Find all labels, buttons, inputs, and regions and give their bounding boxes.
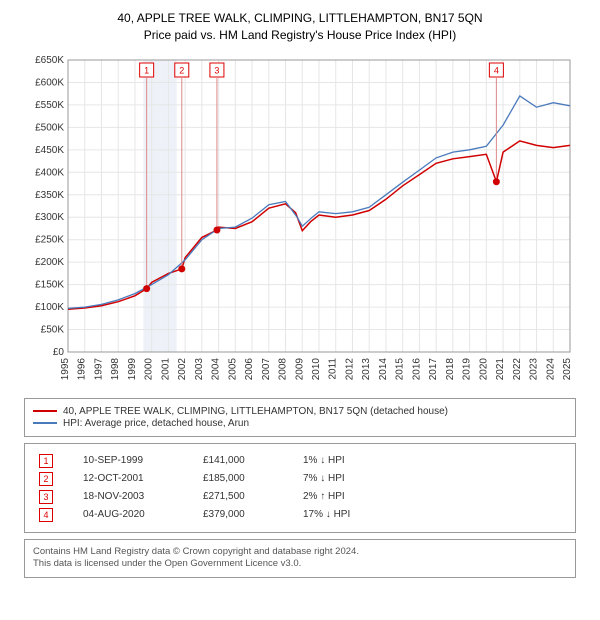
svg-text:2020: 2020	[478, 357, 489, 380]
svg-text:1996: 1996	[77, 357, 88, 380]
legend-box: 40, APPLE TREE WALK, CLIMPING, LITTLEHAM…	[24, 398, 576, 437]
transaction-row: 4 04-AUG-2020 £379,000 17% ↓ HPI	[33, 508, 567, 522]
transaction-row: 2 12-OCT-2001 £185,000 7% ↓ HPI	[33, 472, 567, 486]
svg-text:3: 3	[214, 65, 219, 75]
svg-text:2015: 2015	[395, 357, 406, 380]
svg-text:2018: 2018	[445, 357, 456, 380]
svg-text:2004: 2004	[211, 357, 222, 380]
svg-text:4: 4	[494, 65, 499, 75]
transaction-diff: 2% ↑ HPI	[303, 491, 373, 502]
transaction-row: 1 10-SEP-1999 £141,000 1% ↓ HPI	[33, 454, 567, 468]
chart-title-block: 40, APPLE TREE WALK, CLIMPING, LITTLEHAM…	[10, 10, 590, 44]
transaction-date: 10-SEP-1999	[83, 455, 173, 466]
footer-box: Contains HM Land Registry data © Crown c…	[24, 539, 576, 579]
title-line1: 40, APPLE TREE WALK, CLIMPING, LITTLEHAM…	[10, 10, 590, 27]
legend-swatch	[33, 422, 57, 424]
svg-text:£600K: £600K	[35, 77, 64, 88]
legend-swatch	[33, 410, 57, 412]
transaction-marker: 3	[39, 490, 53, 504]
transaction-diff: 7% ↓ HPI	[303, 473, 373, 484]
transaction-marker: 1	[39, 454, 53, 468]
chart-area: £0 £50K £100K £150K £200K £250K £300K £350K £400…	[20, 52, 580, 392]
svg-text:2000: 2000	[144, 357, 155, 380]
legend-label: 40, APPLE TREE WALK, CLIMPING, LITTLEHAM…	[63, 406, 448, 417]
transaction-diff: 17% ↓ HPI	[303, 509, 373, 520]
svg-text:2001: 2001	[160, 357, 171, 380]
transaction-date: 04-AUG-2020	[83, 509, 173, 520]
svg-text:2013: 2013	[361, 357, 372, 380]
svg-text:2: 2	[179, 65, 184, 75]
transaction-diff: 1% ↓ HPI	[303, 455, 373, 466]
svg-text:2022: 2022	[512, 357, 523, 380]
svg-text:2002: 2002	[177, 357, 188, 380]
transaction-price: £271,500	[203, 491, 273, 502]
transaction-row: 3 18-NOV-2003 £271,500 2% ↑ HPI	[33, 490, 567, 504]
svg-text:2003: 2003	[194, 357, 205, 380]
svg-text:£150K: £150K	[35, 279, 64, 290]
svg-text:1: 1	[144, 65, 149, 75]
svg-text:2005: 2005	[227, 357, 238, 380]
svg-text:2016: 2016	[411, 357, 422, 380]
legend-label: HPI: Average price, detached house, Arun	[63, 418, 249, 429]
transaction-price: £379,000	[203, 509, 273, 520]
transactions-box: 1 10-SEP-1999 £141,000 1% ↓ HPI 2 12-OCT…	[24, 443, 576, 533]
svg-text:2023: 2023	[529, 357, 540, 380]
svg-text:2011: 2011	[328, 357, 339, 379]
footer-line2: This data is licensed under the Open Gov…	[33, 558, 567, 571]
svg-text:£450K: £450K	[35, 144, 64, 155]
transaction-price: £141,000	[203, 455, 273, 466]
svg-text:2006: 2006	[244, 357, 255, 380]
transaction-date: 18-NOV-2003	[83, 491, 173, 502]
svg-text:2009: 2009	[294, 357, 305, 380]
svg-text:£50K: £50K	[41, 324, 65, 335]
svg-text:£200K: £200K	[35, 257, 64, 268]
svg-text:1999: 1999	[127, 357, 138, 380]
chart-svg: £0 £50K £100K £150K £200K £250K £300K £350K £400…	[20, 52, 580, 392]
transaction-marker: 4	[39, 508, 53, 522]
svg-text:£650K: £650K	[35, 55, 64, 66]
svg-text:£250K: £250K	[35, 234, 64, 245]
title-line2: Price paid vs. HM Land Registry's House …	[10, 27, 590, 44]
legend-row: HPI: Average price, detached house, Arun	[33, 418, 567, 429]
svg-text:£500K: £500K	[35, 122, 64, 133]
svg-text:1997: 1997	[93, 357, 104, 380]
svg-text:1995: 1995	[60, 357, 71, 380]
svg-text:2007: 2007	[261, 357, 272, 380]
svg-text:£350K: £350K	[35, 189, 64, 200]
svg-text:£400K: £400K	[35, 167, 64, 178]
svg-text:£0: £0	[53, 347, 65, 358]
footer-line1: Contains HM Land Registry data © Crown c…	[33, 546, 567, 559]
svg-text:2024: 2024	[545, 357, 556, 380]
transaction-price: £185,000	[203, 473, 273, 484]
transaction-date: 12-OCT-2001	[83, 473, 173, 484]
svg-text:2014: 2014	[378, 357, 389, 380]
svg-text:2021: 2021	[495, 357, 506, 380]
svg-text:1998: 1998	[110, 357, 121, 380]
svg-text:£100K: £100K	[35, 302, 64, 313]
svg-text:2010: 2010	[311, 357, 322, 380]
legend-row: 40, APPLE TREE WALK, CLIMPING, LITTLEHAM…	[33, 406, 567, 417]
transaction-marker: 2	[39, 472, 53, 486]
svg-text:2017: 2017	[428, 357, 439, 380]
svg-text:2025: 2025	[562, 357, 573, 380]
svg-text:2019: 2019	[462, 357, 473, 380]
svg-text:£300K: £300K	[35, 212, 64, 223]
svg-text:2008: 2008	[278, 357, 289, 380]
svg-text:2012: 2012	[344, 357, 355, 380]
svg-text:£550K: £550K	[35, 100, 64, 111]
